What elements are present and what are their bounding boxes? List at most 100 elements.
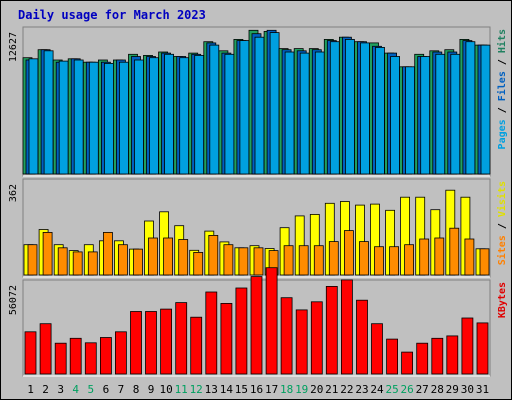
x-tick-label-12: 12 xyxy=(190,383,203,396)
panel-series-label: Sites / Visits xyxy=(496,181,508,265)
bar-kbytes-day-10 xyxy=(160,308,173,375)
bar-pages-day-5 xyxy=(88,61,99,175)
x-tick-label-24: 24 xyxy=(370,383,384,396)
bar-pages-day-10 xyxy=(164,53,175,175)
bar-sites-day-7 xyxy=(118,244,128,276)
bar-sites-day-14 xyxy=(223,244,234,276)
bar-kbytes-day-17 xyxy=(265,267,278,375)
x-axis: 1 2 3 4 5 6 7 8 9 10 11 12 13 14 15 16 17 18 19 20 21 22 23 24 2… xyxy=(27,383,489,396)
bar-pages-day-19 xyxy=(299,52,310,175)
bar-sites-day-9 xyxy=(148,237,158,276)
panel-max-label: 56072 xyxy=(8,285,19,315)
x-tick-label-8: 8 xyxy=(133,383,140,396)
bar-pages-day-16 xyxy=(254,36,265,175)
x-tick-label-27: 27 xyxy=(416,383,429,396)
x-tick-label-20: 20 xyxy=(310,383,323,396)
bar-kbytes-day-30 xyxy=(461,317,474,375)
panel-max-label: 12627 xyxy=(8,32,19,62)
bar-pages-day-20 xyxy=(314,51,325,175)
bar-kbytes-day-11 xyxy=(175,302,188,375)
series-label-part: Pages xyxy=(497,119,508,149)
x-tick-label-28: 28 xyxy=(431,383,444,396)
bar-kbytes-day-12 xyxy=(190,316,203,375)
x-tick-label-7: 7 xyxy=(118,383,125,396)
bar-pages-day-25 xyxy=(390,56,401,175)
bar-pages-day-29 xyxy=(450,53,461,175)
bar-pages-day-11 xyxy=(179,57,190,175)
x-tick-label-16: 16 xyxy=(250,383,263,396)
panel-max-label: 362 xyxy=(8,184,19,202)
bar-kbytes-day-26 xyxy=(401,351,414,375)
bar-pages-day-7 xyxy=(119,61,129,175)
bar-sites-day-31 xyxy=(479,248,490,276)
series-label-part: Sites xyxy=(496,235,508,265)
bar-kbytes-day-28 xyxy=(431,337,444,375)
chart-panels: 12627 Pages / Files / Hits 362 Sites / Visi… xyxy=(8,26,508,377)
bar-sites-day-20 xyxy=(313,245,324,276)
bar-kbytes-day-7 xyxy=(115,331,127,375)
x-tick-label-1: 1 xyxy=(27,383,34,396)
bar-sites-day-22 xyxy=(343,230,354,276)
bar-sites-day-12 xyxy=(193,251,204,276)
bar-kbytes-day-13 xyxy=(205,291,218,375)
bar-kbytes-day-24 xyxy=(371,323,383,375)
bar-sites-day-28 xyxy=(434,237,445,276)
bar-kbytes-day-4 xyxy=(69,337,82,375)
bar-pages-day-22 xyxy=(344,39,355,175)
x-tick-label-5: 5 xyxy=(87,383,94,396)
bar-sites-day-26 xyxy=(404,244,415,276)
x-tick-label-26: 26 xyxy=(400,383,413,396)
bar-sites-day-1 xyxy=(27,244,38,276)
bar-pages-day-3 xyxy=(58,60,69,175)
x-tick-label-23: 23 xyxy=(355,383,368,396)
bar-pages-day-27 xyxy=(420,56,431,175)
bar-sites-day-25 xyxy=(389,246,400,276)
title-band xyxy=(1,1,511,27)
panel-series-label: KBytes xyxy=(497,282,508,318)
bar-pages-day-12 xyxy=(194,55,205,175)
x-tick-label-30: 30 xyxy=(461,383,474,396)
x-tick-label-18: 18 xyxy=(280,383,293,396)
panel-kbytes: 56072 KBytes xyxy=(8,267,508,377)
x-tick-label-22: 22 xyxy=(340,383,353,396)
bar-sites-day-24 xyxy=(374,246,384,276)
x-tick-label-2: 2 xyxy=(42,383,49,396)
bar-sites-day-30 xyxy=(464,238,475,276)
bar-kbytes-day-8 xyxy=(130,311,142,375)
bar-sites-day-29 xyxy=(449,227,460,276)
bar-pages-day-26 xyxy=(405,66,416,175)
bar-sites-day-19 xyxy=(298,245,309,276)
bar-sites-day-21 xyxy=(328,241,339,276)
bar-sites-day-6 xyxy=(103,231,113,276)
panel-series-label: Pages / Files / Hits xyxy=(496,29,508,149)
bar-sites-day-13 xyxy=(208,234,219,276)
bar-pages-day-17 xyxy=(269,32,280,175)
series-label-part: / xyxy=(497,217,508,235)
bar-kbytes-day-3 xyxy=(54,342,67,375)
series-label-part: KBytes xyxy=(497,282,508,318)
bar-pages-day-6 xyxy=(104,63,114,175)
bar-kbytes-day-21 xyxy=(325,285,338,375)
bar-kbytes-day-1 xyxy=(24,331,37,375)
x-tick-label-13: 13 xyxy=(205,383,218,396)
bar-pages-day-23 xyxy=(360,42,370,175)
x-tick-label-21: 21 xyxy=(325,383,338,396)
bar-kbytes-day-15 xyxy=(235,287,248,375)
bar-kbytes-day-14 xyxy=(220,302,233,375)
series-label-part: / xyxy=(497,53,508,71)
x-tick-label-19: 19 xyxy=(295,383,308,396)
bar-pages-day-31 xyxy=(480,44,491,175)
bar-kbytes-day-23 xyxy=(356,299,368,375)
bar-kbytes-day-22 xyxy=(340,279,353,375)
bar-sites-day-23 xyxy=(359,241,369,276)
bar-pages-day-9 xyxy=(149,57,159,175)
bar-kbytes-day-6 xyxy=(100,337,112,375)
x-tick-label-14: 14 xyxy=(220,383,234,396)
bar-sites-day-15 xyxy=(238,247,249,276)
series-label-part: / xyxy=(497,101,508,119)
x-tick-label-15: 15 xyxy=(235,383,248,396)
bar-pages-day-8 xyxy=(134,59,144,175)
bar-sites-day-11 xyxy=(178,239,189,276)
x-tick-label-6: 6 xyxy=(103,383,110,396)
